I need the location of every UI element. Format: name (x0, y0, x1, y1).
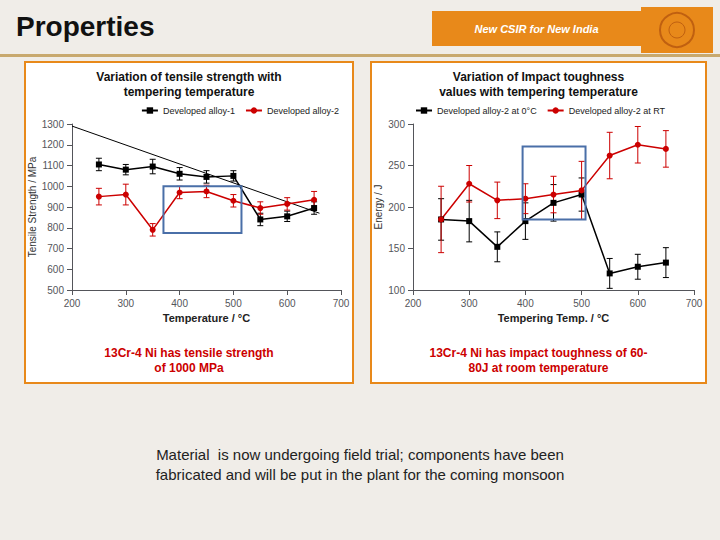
svg-text:Properties: Properties (16, 11, 155, 42)
svg-text:Variation of Impact toughness: Variation of Impact toughness (453, 70, 625, 84)
svg-text:900: 900 (47, 202, 64, 213)
svg-text:500: 500 (225, 298, 242, 309)
svg-text:New CSIR for New India: New CSIR for New India (474, 23, 598, 35)
svg-text:700: 700 (47, 243, 64, 254)
svg-text:1100: 1100 (42, 160, 64, 171)
svg-text:Tempering Temp. / °C: Tempering Temp. / °C (498, 312, 610, 324)
svg-text:13Cr-4 Ni has impact toughness: 13Cr-4 Ni has impact toughness of 60- (429, 346, 647, 360)
svg-text:200: 200 (64, 298, 81, 309)
svg-text:Tensile Strength / MPa: Tensile Strength / MPa (27, 156, 38, 257)
svg-text:200: 200 (405, 298, 422, 309)
svg-text:700: 700 (686, 298, 703, 309)
svg-text:fabricated and will be put in: fabricated and will be put in the plant … (156, 466, 565, 483)
svg-text:500: 500 (47, 285, 64, 296)
svg-text:values with tempering temperat: values with tempering temperature (439, 85, 638, 99)
svg-text:300: 300 (117, 298, 134, 309)
svg-text:700: 700 (333, 298, 350, 309)
svg-text:600: 600 (47, 264, 64, 275)
svg-text:1200: 1200 (42, 139, 65, 150)
svg-text:of 1000 MPa: of 1000 MPa (154, 361, 224, 375)
svg-text:300: 300 (388, 119, 405, 130)
svg-text:400: 400 (171, 298, 188, 309)
svg-text:Developed alloy-1: Developed alloy-1 (163, 106, 235, 116)
svg-text:1000: 1000 (42, 181, 65, 192)
svg-text:400: 400 (517, 298, 534, 309)
svg-text:Material is now undergoing fi: Material is now undergoing field trial; … (156, 446, 564, 463)
svg-text:80J at room temperature: 80J at room temperature (468, 361, 608, 375)
svg-text:tempering temperature: tempering temperature (124, 85, 255, 99)
svg-text:600: 600 (629, 298, 646, 309)
svg-text:1300: 1300 (42, 119, 65, 130)
svg-text:Energy / J: Energy / J (373, 184, 384, 229)
svg-text:13Cr-4 Ni has tensile strength: 13Cr-4 Ni has tensile strength (104, 346, 273, 360)
svg-text:200: 200 (388, 202, 405, 213)
svg-text:100: 100 (388, 285, 405, 296)
svg-text:300: 300 (461, 298, 478, 309)
svg-text:Developed alloy-2: Developed alloy-2 (267, 106, 339, 116)
svg-text:Developed alloy-2 at 0°C: Developed alloy-2 at 0°C (437, 106, 537, 116)
svg-text:250: 250 (388, 160, 405, 171)
svg-text:Variation of tensile strength: Variation of tensile strength with (96, 70, 281, 84)
svg-text:800: 800 (47, 222, 64, 233)
svg-text:500: 500 (573, 298, 590, 309)
svg-text:150: 150 (388, 243, 405, 254)
svg-text:Temperature / °C: Temperature / °C (163, 312, 250, 324)
svg-text:Developed alloy-2 at RT: Developed alloy-2 at RT (569, 106, 666, 116)
svg-text:600: 600 (279, 298, 296, 309)
